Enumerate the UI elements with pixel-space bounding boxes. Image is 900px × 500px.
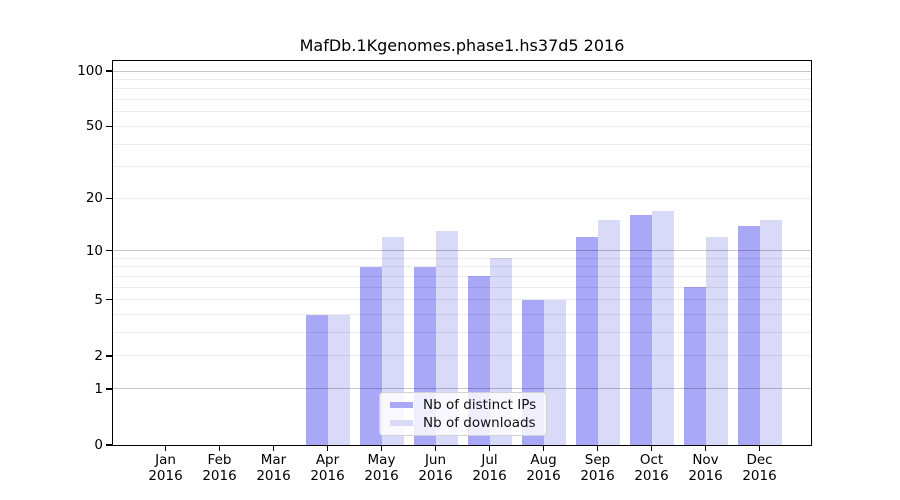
legend-label-downloads: Nb of downloads [423,415,536,431]
y-tick-mark-1 [106,388,112,390]
bar-downloads-nov [705,237,728,445]
x-tick-month-aug: Aug [530,452,557,468]
bar-downloads-oct [651,210,674,445]
x-tick-year-jul: 2016 [472,468,507,484]
y-tick-mark-50 [106,125,112,128]
gridline-minor-60 [113,111,811,113]
x-tick-month-dec: Dec [746,452,773,468]
x-tick-year-nov: 2016 [688,468,723,484]
y-tick-mark-20 [106,197,112,199]
legend-swatch-downloads [390,419,413,427]
x-tick-mark-jan [164,446,167,451]
x-tick-month-oct: Oct [639,452,664,468]
gridline-minor-20 [113,197,811,199]
x-tick-mark-feb [218,446,221,451]
x-tick-year-sep: 2016 [580,468,615,484]
x-tick-year-apr: 2016 [310,468,345,484]
x-tick-month-feb: Feb [207,452,232,468]
bar-distinct-ips-nov [683,287,706,445]
x-tick-month-apr: Apr [315,452,340,468]
gridline-minor-30 [113,166,811,168]
y-tick-label-0: 0 [94,437,103,453]
x-tick-month-sep: Sep [584,452,611,468]
y-tick-label-100: 100 [77,63,103,79]
x-tick-month-mar: Mar [260,452,287,468]
y-tick-mark-5 [106,299,112,301]
x-tick-month-jan: Jan [155,452,176,468]
gridline-minor-2 [113,355,811,357]
x-tick-mark-jul [488,446,491,451]
gridline-minor-40 [113,143,811,145]
x-tick-year-dec: 2016 [742,468,777,484]
x-tick-mark-mar [272,446,275,451]
bars-layer [113,61,811,445]
x-tick-mark-oct [650,446,653,451]
y-tick-label-10: 10 [85,242,103,259]
x-tick-mark-jun [434,446,437,451]
x-tick-mark-apr [326,446,329,451]
gridline-minor-5 [113,299,811,301]
gridline-minor-80 [113,88,811,90]
legend-item-downloads: Nb of downloads [390,415,538,431]
legend-label-distinct-ips: Nb of distinct IPs [423,397,537,413]
y-tick-mark-100 [106,70,112,72]
chart-title: MafDb.1Kgenomes.phase1.hs37d5 2016 [299,36,625,55]
bar-distinct-ips-dec [737,225,760,445]
y-tick-label-50: 50 [85,118,103,135]
x-tick-year-mar: 2016 [256,468,291,484]
gridline-minor-4 [113,314,811,316]
gridline-minor-7 [113,275,811,277]
x-tick-month-nov: Nov [692,452,719,468]
plot-area: Nb of distinct IPs Nb of downloads [112,60,812,446]
y-tick-mark-10 [106,249,112,252]
y-tick-mark-0 [106,444,112,446]
bar-distinct-ips-apr [305,314,328,445]
x-tick-mark-nov [704,446,707,451]
grid-layer [113,61,811,445]
x-tick-year-jan: 2016 [148,468,183,484]
gridline-minor-70 [113,99,811,101]
gridline-minor-3 [113,332,811,334]
gridline-minor-8 [113,266,811,268]
x-tick-mark-may [380,446,383,451]
y-tick-label-20: 20 [85,190,103,207]
gridline-minor-9 [113,257,811,259]
legend-swatch-distinct-ips [390,401,413,409]
gridline-minor-90 [113,78,811,80]
y-tick-mark-2 [106,355,112,357]
x-tick-mark-sep [596,446,599,451]
gridline-major-100 [113,70,811,72]
x-tick-year-may: 2016 [364,468,399,484]
bar-downloads-apr [327,314,350,445]
x-tick-month-may: May [367,452,396,468]
x-tick-year-oct: 2016 [634,468,669,484]
gridline-minor-6 [113,286,811,288]
y-tick-label-2: 2 [94,347,103,364]
x-tick-mark-dec [758,446,761,451]
x-tick-month-jul: Jul [481,452,498,468]
y-tick-label-1: 1 [94,380,103,397]
gridline-major-10 [113,250,811,252]
bar-downloads-sep [597,220,620,445]
x-tick-month-jun: Jun [424,452,447,468]
x-tick-year-jun: 2016 [418,468,453,484]
legend-item-distinct-ips: Nb of distinct IPs [390,397,538,413]
gridline-major-1 [113,388,811,390]
gridline-minor-50 [113,125,811,127]
bar-distinct-ips-sep [575,237,598,445]
bar-downloads-dec [759,220,782,445]
bar-distinct-ips-oct [629,215,652,445]
legend: Nb of distinct IPs Nb of downloads [379,392,547,436]
y-tick-label-5: 5 [94,291,103,308]
x-tick-mark-aug [542,446,545,451]
x-tick-year-aug: 2016 [526,468,561,484]
x-tick-year-feb: 2016 [202,468,237,484]
